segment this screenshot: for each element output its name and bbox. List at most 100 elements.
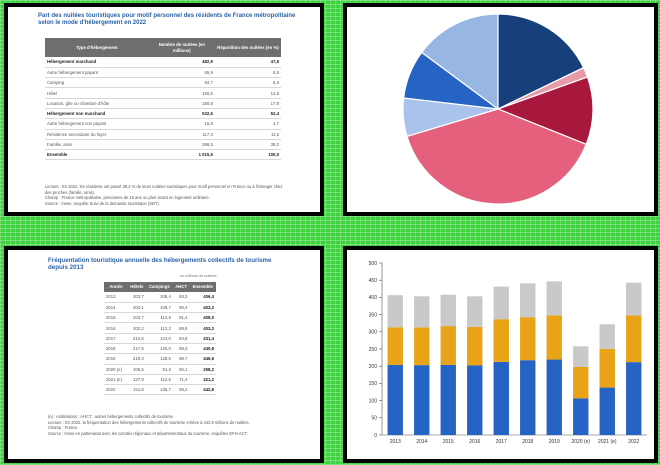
panel-bar-chart: 0 50 100 150 200 250 300 350 400 450 500 2013 2014 20…: [343, 246, 658, 463]
table2-cell: 128,6: [145, 353, 173, 365]
table2-notes: (e) : estimations ; AHCT : autres héberg…: [48, 414, 288, 436]
table2-row: 2015 203,7 112,9 91,4 408,0: [104, 312, 216, 324]
table1-row: Résidence secondaire du foyer 117,3 11,5: [45, 129, 281, 140]
table2-cell: 94,8: [172, 333, 190, 344]
table2-cell: 440,8: [189, 343, 216, 355]
table1-cell-label: Hébergement non marchand: [45, 108, 149, 120]
y-tick-label: 50: [371, 416, 377, 422]
table1-row: Location, gîte ou chambre d'hôte 180,8 17,…: [45, 98, 281, 109]
pie-slice-2: [420, 13, 499, 111]
table2-note: Lecture : En 2022, la fréquentation des …: [48, 419, 250, 425]
table1-cell-label: Autre hébergement non payant: [45, 118, 149, 130]
table2-cell: 109,7: [145, 302, 173, 314]
table1-cell-pct: 100,0: [214, 149, 281, 161]
bar-hôtels-0: [387, 364, 403, 435]
table2-cell: 109,4: [145, 292, 173, 303]
table1-row: Camping 84,7 8,3: [45, 77, 281, 89]
table1-cell-pct: 17,8: [214, 98, 281, 109]
table2-row: 2018 217,5 125,0 98,3 440,8: [104, 343, 216, 355]
x-tick-label: 2017: [496, 439, 507, 445]
table2-cell: 95,2: [172, 384, 190, 396]
table2-row: 2020 (e) 106,5 91,2 60,1 258,2: [104, 364, 216, 375]
table2-cell: 258,2: [189, 364, 216, 375]
table1-cell-nuitees: 15,8: [148, 118, 215, 130]
table2-cell: 2018: [104, 343, 128, 355]
bar-ahct-9: [626, 282, 642, 316]
table2-cell: 203,7: [127, 292, 146, 303]
table2-cell: 98,3: [172, 343, 190, 355]
y-tick-label: 450: [369, 278, 378, 284]
table1-row: Hôtel 150,5 14,8: [45, 87, 281, 99]
table1-note: Champ : France métropolitaine, personnes…: [45, 195, 210, 201]
table1: Type d'hébergement Nombre de nuitées (en…: [45, 38, 281, 161]
y-tick-label: 500: [369, 261, 378, 267]
table2-cell: 212,6: [127, 333, 146, 344]
table2-cell: 202,2: [127, 322, 146, 334]
table2-cell: 217,5: [127, 343, 146, 355]
y-tick-label: 100: [369, 398, 378, 404]
bar-ahct-0: [387, 295, 403, 328]
bar-campings-9: [626, 315, 642, 363]
table1-cell-label: Hôtel: [45, 87, 149, 99]
panel-table-frequentation: Fréquentation touristique annuelle des h…: [4, 246, 324, 463]
bar-campings-8: [599, 348, 615, 388]
table2-cell: 406,4: [189, 292, 216, 303]
y-tick-label: 350: [369, 312, 378, 318]
table2-unit: en millions de nuitées: [180, 274, 217, 278]
table2-header: Ensemble: [189, 282, 216, 292]
table2-cell: 446,6: [189, 353, 216, 365]
bar-campings-3: [467, 326, 483, 366]
bar-campings-1: [414, 327, 430, 366]
table1-cell-pct: 8,3: [214, 77, 281, 89]
table2-row: 2014 203,1 109,7 90,4 403,2: [104, 302, 216, 314]
table2-cell: 2015: [104, 312, 128, 324]
y-tick-label: 250: [369, 347, 378, 353]
table1-header-nuitees: Nombre de nuitées (en millions): [148, 38, 215, 57]
table2-row: 2019 219,3 128,6 98,7 446,6: [104, 353, 216, 365]
x-tick-label: 2019: [549, 439, 560, 445]
table1-row: Hébergement non marchand 532,6 52,4: [45, 108, 281, 120]
bar-ahct-4: [493, 286, 509, 320]
bar-hôtels-6: [546, 359, 562, 435]
table2-cell: 2020 (e): [104, 364, 128, 375]
table1-header-pct: Répartition des nuitées (en %): [214, 38, 281, 57]
table2-cell: 203,1: [127, 302, 146, 314]
table2-row: 2017 212,6 124,0 94,8 431,4: [104, 333, 216, 344]
table1-cell-label: Camping: [45, 77, 149, 89]
table2-cell: 2013: [104, 292, 128, 303]
table2-cell: 135,7: [145, 384, 173, 396]
table2-cell: 431,4: [189, 333, 216, 344]
bar-hôtels-1: [414, 365, 430, 435]
table1-cell-nuitees: 398,5: [148, 139, 215, 151]
table1-row: Hébergement marchand 482,9 47,6: [45, 57, 281, 68]
table1-cell-pct: 11,5: [214, 129, 281, 140]
panel-pie-chart: [343, 3, 658, 216]
bar-ahct-6: [546, 281, 562, 316]
table1-row: Autre hébergement payant 65,9 6,5: [45, 67, 281, 79]
table2: Année Hôtels Campings AHCT Ensemble 2013 203,…: [104, 282, 216, 396]
x-tick-label: 2014: [416, 439, 427, 445]
table1-title: Part des nuitées touristiques pour motif…: [38, 13, 296, 26]
table1-note: Source : Insee, enquête Suivi de la dema…: [45, 200, 160, 206]
table2-cell: 2016: [104, 322, 128, 334]
table2-cell: 203,7: [127, 312, 146, 324]
table1-row: Ensemble 1 015,5 100,0: [45, 149, 281, 161]
x-tick-label: 2016: [469, 439, 480, 445]
table1-cell-pct: 6,5: [214, 67, 281, 79]
bar-hôtels-9: [626, 362, 642, 435]
table2-cell: 112,9: [145, 312, 173, 324]
table2-cell: 408,0: [189, 312, 216, 324]
bar-hôtels-5: [520, 360, 536, 435]
table1-cell-nuitees: 150,5: [148, 87, 215, 99]
table1-cell-label: Résidence secondaire du foyer: [45, 129, 149, 140]
bar-campings-2: [440, 326, 456, 365]
bar-hôtels-3: [467, 365, 483, 435]
table2-row: 2013 203,7 109,4 93,3 406,4: [104, 292, 216, 303]
table2-cell: 112,5: [145, 374, 173, 386]
table2-cell: 106,5: [127, 364, 146, 375]
table2-row: 2016 202,2 112,2 88,8 403,2: [104, 322, 216, 334]
table2-cell: 91,4: [172, 312, 190, 324]
pie-chart: [402, 13, 594, 205]
y-tick-label: 200: [369, 364, 378, 370]
table2-cell: 211,8: [127, 384, 146, 396]
